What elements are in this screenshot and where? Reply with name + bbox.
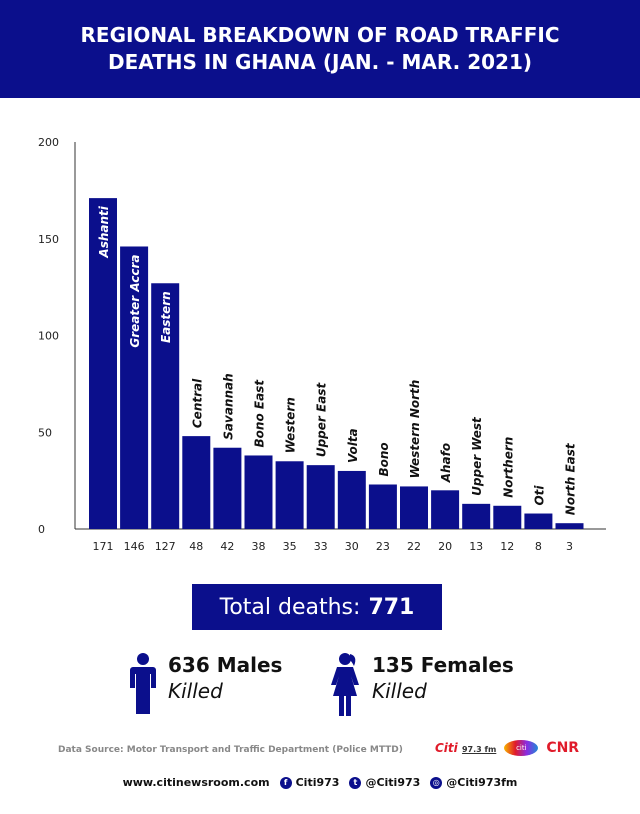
category-label: Central bbox=[190, 378, 204, 428]
category-label: Oti bbox=[532, 485, 546, 506]
total-deaths-value: 771 bbox=[368, 594, 415, 620]
y-tick-label: 0 bbox=[38, 523, 45, 536]
category-label: Bono bbox=[377, 442, 391, 476]
value-label: 30 bbox=[345, 540, 359, 553]
title-line-1: REGIONAL BREAKDOWN OF ROAD TRAFFIC bbox=[80, 23, 560, 47]
y-tick-label: 150 bbox=[38, 233, 59, 246]
category-label: Western bbox=[284, 397, 298, 453]
twitter-handle[interactable]: t @Citi973 bbox=[349, 776, 420, 789]
bar bbox=[306, 465, 335, 529]
website-link[interactable]: www.citinewsroom.com bbox=[122, 776, 270, 789]
footer: www.citinewsroom.com f Citi973 t @Citi973 … bbox=[0, 776, 640, 789]
facebook-handle[interactable]: f Citi973 bbox=[279, 776, 339, 789]
cnr-logo: CNR bbox=[546, 740, 580, 756]
total-deaths-box: Total deaths: 771 bbox=[192, 584, 442, 630]
value-label: 20 bbox=[438, 540, 452, 553]
value-label: 13 bbox=[469, 540, 483, 553]
facebook-icon: f bbox=[279, 776, 292, 789]
twitter-icon: t bbox=[349, 776, 362, 789]
data-source: Data Source: Motor Transport and Traffic… bbox=[58, 745, 403, 755]
bar bbox=[182, 436, 211, 529]
bar bbox=[213, 447, 242, 529]
value-label: 48 bbox=[189, 540, 203, 553]
bar bbox=[462, 503, 491, 529]
bar bbox=[400, 486, 428, 529]
category-label: Ahafo bbox=[439, 443, 453, 483]
category-label: Northern bbox=[501, 437, 515, 498]
females-stat: 135 Females Killed bbox=[330, 652, 514, 718]
males-count: 636 Males bbox=[168, 653, 283, 677]
females-killed-label: Killed bbox=[372, 679, 427, 703]
bar bbox=[555, 523, 584, 529]
bar bbox=[120, 246, 149, 529]
bar bbox=[431, 490, 460, 529]
category-label: Volta bbox=[346, 428, 360, 463]
value-label: 33 bbox=[314, 540, 328, 553]
males-killed-label: Killed bbox=[168, 679, 223, 703]
male-icon bbox=[130, 653, 156, 714]
value-label: 3 bbox=[566, 540, 573, 553]
bar bbox=[89, 198, 117, 529]
brand-logos: Citi 97.3 fm citi CNR bbox=[435, 740, 579, 756]
bar bbox=[151, 283, 180, 529]
y-tick-label: 100 bbox=[38, 330, 59, 343]
instagram-icon: ◎ bbox=[430, 776, 443, 789]
bar bbox=[524, 513, 553, 529]
value-label: 38 bbox=[252, 540, 266, 553]
page-title: REGIONAL BREAKDOWN OF ROAD TRAFFIC DEATH… bbox=[81, 22, 560, 76]
category-label: Savannah bbox=[221, 373, 235, 439]
header-banner: REGIONAL BREAKDOWN OF ROAD TRAFFIC DEATH… bbox=[0, 0, 640, 98]
category-label: North East bbox=[564, 442, 578, 515]
category-label: Upper East bbox=[315, 382, 329, 458]
value-label: 146 bbox=[124, 540, 145, 553]
value-label: 127 bbox=[155, 540, 176, 553]
title-line-2: DEATHS IN GHANA (JAN. - MAR. 2021) bbox=[107, 50, 533, 74]
category-label: Eastern bbox=[159, 291, 173, 343]
bar bbox=[337, 470, 366, 529]
value-label: 42 bbox=[220, 540, 234, 553]
female-icon bbox=[331, 653, 359, 716]
bar bbox=[368, 484, 397, 529]
citi-logo: Citi 97.3 fm bbox=[435, 741, 497, 755]
females-count: 135 Females bbox=[372, 653, 514, 677]
bar bbox=[275, 461, 304, 529]
value-label: 171 bbox=[93, 540, 114, 553]
value-label: 12 bbox=[500, 540, 514, 553]
males-stat: 636 Males Killed bbox=[130, 652, 282, 716]
bar-chart: 0 50 100 150 200 Ashanti 171 Greater Accra 146 Ea… bbox=[38, 136, 606, 553]
category-label: Ashanti bbox=[97, 205, 111, 258]
category-label: Western North bbox=[408, 380, 422, 479]
category-label: Upper West bbox=[470, 416, 484, 496]
bar bbox=[244, 455, 273, 529]
y-tick-label: 200 bbox=[38, 136, 59, 149]
total-deaths-label: Total deaths: bbox=[219, 594, 361, 620]
citi-tv-logo: citi bbox=[504, 740, 539, 756]
y-tick-label: 50 bbox=[38, 426, 52, 439]
value-label: 35 bbox=[283, 540, 297, 553]
instagram-handle[interactable]: ◎ @Citi973fm bbox=[430, 776, 517, 789]
bar bbox=[493, 505, 522, 529]
value-label: 22 bbox=[407, 540, 421, 553]
category-label: Greater Accra bbox=[128, 254, 142, 347]
value-label: 8 bbox=[535, 540, 542, 553]
value-label: 23 bbox=[376, 540, 390, 553]
category-label: Bono East bbox=[253, 379, 267, 448]
